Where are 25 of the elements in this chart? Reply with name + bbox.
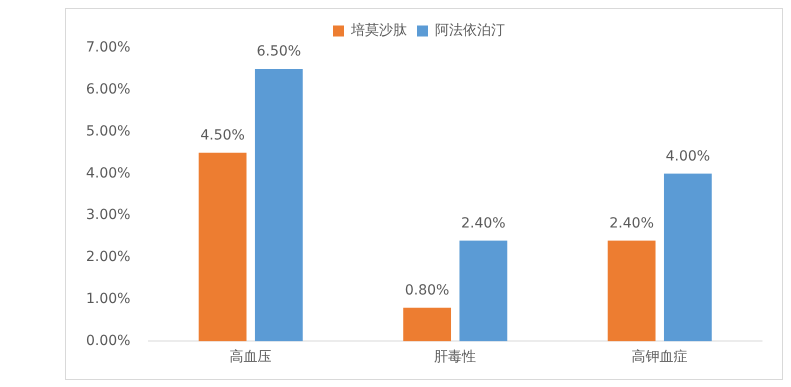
data-label: 6.50% [256,44,302,60]
y-tick-label: 7.00% [86,40,130,56]
data-label: 4.50% [200,127,245,144]
x-tick-label: 高血压 [230,349,272,366]
data-label: 2.40% [609,215,654,232]
data-label: 0.80% [404,282,450,298]
data-label: 4.00% [666,148,710,164]
y-tick-label: 2.00% [86,249,130,266]
y-tick-label: 4.00% [86,165,130,182]
legend-label: 阿法依泊汀 [435,22,505,39]
y-tick-label: 0.00% [86,332,130,349]
y-tick-label: 5.00% [86,123,130,140]
data-label: 2.40% [461,215,506,232]
bar [403,308,452,342]
bar [664,174,712,342]
bar [254,68,303,342]
y-tick-label: 3.00% [86,207,130,224]
bar [459,240,508,342]
x-tick-label: 肝毒性 [434,349,476,366]
legend-label: 培莫沙肽 [350,22,407,39]
x-tick-label: 高钾血症 [632,349,688,366]
bar [608,240,656,342]
y-tick-label: 1.00% [86,290,130,307]
y-tick-label: 6.00% [86,82,130,98]
bar [198,152,247,342]
